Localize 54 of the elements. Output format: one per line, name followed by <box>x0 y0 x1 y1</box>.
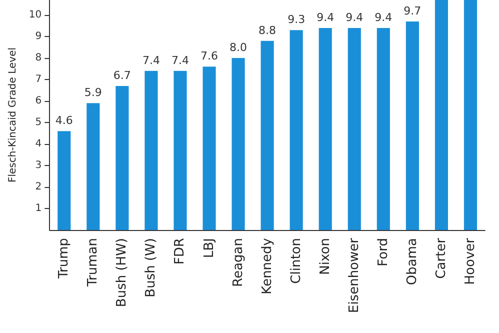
y-tick-label: 8 <box>35 52 42 64</box>
x-tick-label: Obama <box>404 238 420 286</box>
data-label: 7.4 <box>142 54 160 67</box>
data-label: 9.4 <box>374 10 392 24</box>
x-tick-label: Bush (HW) <box>114 238 130 308</box>
data-label: 7.4 <box>171 54 189 67</box>
data-label: 9.7 <box>404 4 422 18</box>
bar <box>144 70 158 230</box>
bar <box>464 0 478 230</box>
data-label: 6.7 <box>113 68 131 82</box>
x-tick-label: Ford <box>376 238 391 266</box>
data-label: 8.8 <box>258 24 276 37</box>
y-tick-label: 1 <box>35 203 42 214</box>
y-tick-label: 2 <box>35 182 42 193</box>
bar <box>232 58 245 230</box>
x-tick-label: Kennedy <box>260 238 275 294</box>
data-label: 8.0 <box>230 41 248 54</box>
x-tick-label: Nixon <box>318 238 333 275</box>
x-tick-label: Reagan <box>230 238 246 287</box>
y-tick-label: 3 <box>35 160 42 172</box>
x-tick-label: Bush (W) <box>144 238 159 298</box>
x-tick-label: Clinton <box>288 238 304 284</box>
x-tick-label: LBJ <box>202 238 217 258</box>
data-label: 7.6 <box>200 50 218 63</box>
bar <box>434 0 448 230</box>
data-label: 9.4 <box>346 10 364 24</box>
data-label: 4.6 <box>55 114 73 128</box>
bar <box>260 40 274 230</box>
y-tick-label: 6 <box>35 96 42 107</box>
bar <box>174 70 187 230</box>
data-label: 5.9 <box>84 86 102 100</box>
bar <box>290 30 303 230</box>
x-tick-label: Trump <box>56 238 72 280</box>
x-tick-label: FDR <box>172 238 188 265</box>
x-tick-label: Carter <box>434 237 449 279</box>
y-tick-label: 5 <box>35 117 42 128</box>
y-tick-label: 10 <box>28 10 42 21</box>
y-axis-title: Flesch-Kincaid Grade Level <box>8 47 18 183</box>
bar <box>86 103 100 230</box>
data-label: 9.3 <box>288 13 306 26</box>
bar <box>58 131 71 230</box>
x-tick-label: Eisenhower <box>346 237 362 314</box>
bar <box>202 66 216 230</box>
bar <box>318 28 332 230</box>
y-tick-label: 4 <box>35 138 42 150</box>
y-tick-label: 9 <box>35 31 42 42</box>
bar <box>116 86 129 230</box>
bar <box>376 28 390 230</box>
x-tick-label: Hoover <box>462 237 478 285</box>
y-tick-label: 7 <box>35 74 42 86</box>
x-tick-label: Truman <box>86 238 101 288</box>
data-label: 9.4 <box>316 10 334 24</box>
bar <box>348 28 361 230</box>
bar <box>406 21 419 230</box>
